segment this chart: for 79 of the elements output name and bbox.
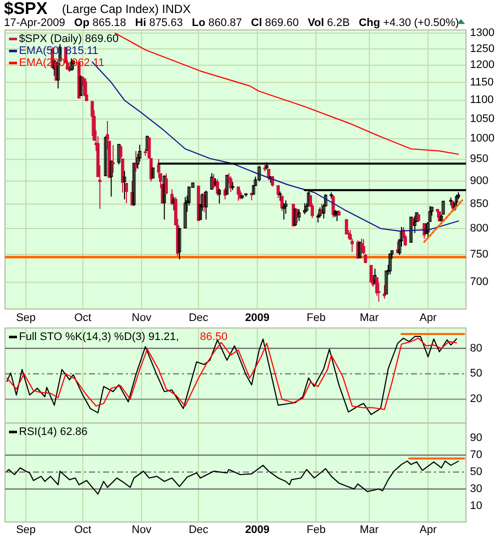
text: Lo 860.87 <box>192 17 242 29</box>
candlestick <box>151 166 155 178</box>
x-tick-label: Nov <box>132 524 152 536</box>
candlestick <box>124 182 128 204</box>
candlestick <box>282 202 286 220</box>
y-tick-label: 10 <box>470 500 482 512</box>
x-tick-label: Mar <box>360 312 380 324</box>
y-tick-label: 20 <box>470 393 482 406</box>
candlestick <box>204 190 208 220</box>
y-tick-label: 900 <box>470 175 488 188</box>
y-tick-label: 850 <box>470 198 488 210</box>
candlestick <box>184 196 187 229</box>
candlestick <box>146 135 149 152</box>
y-tick-label: 80 <box>470 342 482 354</box>
candlestick <box>373 268 377 284</box>
x-tick-label: Sep <box>16 312 36 324</box>
candlestick <box>358 240 362 258</box>
x-tick-label: 2009 <box>245 312 270 324</box>
series-label: 86.50 <box>200 330 228 343</box>
legend-label: RSI(14) 62.86 <box>19 426 88 438</box>
candlestick <box>83 78 86 97</box>
candlestick <box>280 196 284 212</box>
candlestick <box>162 174 166 220</box>
y-tick-label: 1000 <box>470 132 494 145</box>
candlestick <box>370 264 373 283</box>
candlestick <box>122 170 126 200</box>
candlestick <box>178 228 182 260</box>
candlestick <box>157 158 160 178</box>
candlestick <box>225 174 229 195</box>
x-tick-label: 2009 <box>245 524 270 536</box>
y-tick-label: 1100 <box>470 94 494 106</box>
y-tick-label: 70 <box>470 449 482 462</box>
y-tick-label: 50 <box>470 466 482 478</box>
y-tick-label: 1250 <box>470 42 494 55</box>
candlestick <box>294 208 297 226</box>
candlestick <box>110 160 113 198</box>
text: Hi 875.63 <box>135 17 183 29</box>
y-tick-label: 800 <box>470 222 488 234</box>
x-tick-label: Oct <box>74 524 92 536</box>
candlestick <box>90 100 94 136</box>
text: Vol 6.2B <box>308 17 350 29</box>
candlestick <box>276 185 280 198</box>
candlestick <box>84 80 88 102</box>
candlestick <box>104 136 108 176</box>
candlestick <box>318 206 322 218</box>
candlestick <box>424 223 428 234</box>
x-tick-label: Dec <box>188 312 209 324</box>
y-tick-label: 1050 <box>470 112 494 125</box>
y-tick-label: 50 <box>470 368 482 380</box>
candlestick <box>236 186 240 202</box>
legend-label: $SPX (Daily) 869.60 <box>19 32 119 45</box>
x-tick-label: Oct <box>74 312 92 324</box>
y-tick-label: 90 <box>470 432 482 444</box>
y-tick-label: 1150 <box>470 76 494 88</box>
text: Cl 869.60 <box>251 17 299 29</box>
chart-title: $SPX <box>4 0 48 18</box>
y-tick-label: 700 <box>470 276 488 288</box>
legend-label: Full STO %K(14,3) %D(3) 91.21, <box>19 330 179 343</box>
x-tick-label: Sep <box>16 524 36 536</box>
x-tick-label: Dec <box>188 524 209 536</box>
x-tick-label: Apr <box>419 524 437 536</box>
candlestick <box>297 208 301 222</box>
text: 17-Apr-2009 <box>4 17 66 29</box>
x-tick-label: Apr <box>419 312 437 324</box>
text: Op 865.18 <box>74 17 126 29</box>
candlestick <box>210 172 214 190</box>
y-tick-label: 1300 <box>470 26 494 39</box>
y-tick-label: 950 <box>470 153 488 166</box>
line-series <box>6 460 459 495</box>
x-tick-label: Feb <box>306 524 326 536</box>
x-tick-label: Feb <box>306 312 326 324</box>
y-tick-label: 30 <box>470 482 482 495</box>
x-tick-label: Nov <box>132 312 152 324</box>
y-tick-label: 750 <box>470 248 488 260</box>
chart-subtitle: (Large Cap Index) INDX <box>62 2 191 16</box>
x-tick-label: Mar <box>360 524 380 536</box>
text: Chg +4.30 (+0.50%) <box>358 17 459 29</box>
y-tick-label: 1200 <box>470 59 494 72</box>
candlestick <box>218 188 221 204</box>
